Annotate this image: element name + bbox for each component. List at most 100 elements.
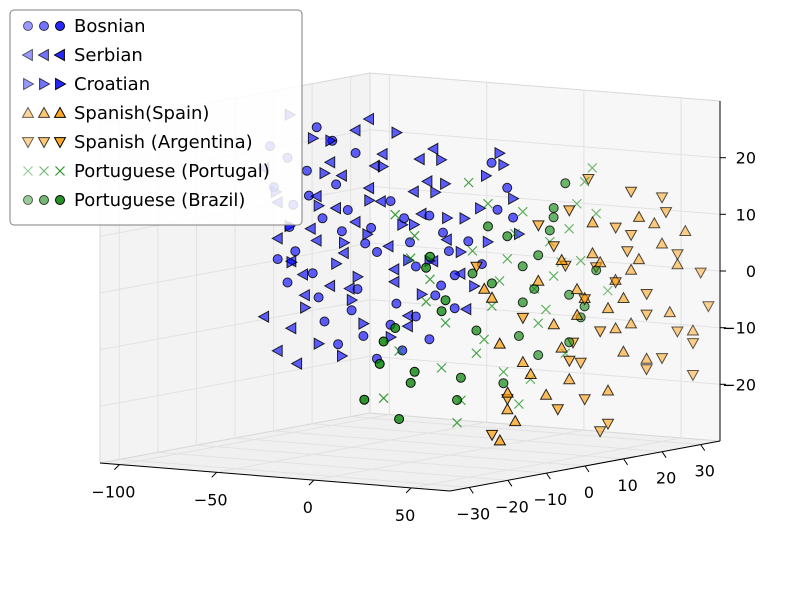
- data-point: [483, 221, 493, 232]
- data-point: [271, 232, 283, 245]
- data-point: [540, 304, 551, 315]
- data-point: [337, 349, 349, 363]
- data-point: [508, 414, 522, 427]
- data-point: [440, 295, 451, 306]
- data-point: [405, 253, 416, 264]
- data-point: [678, 224, 692, 236]
- data-point: [593, 255, 607, 268]
- data-point: [570, 308, 584, 320]
- y-gridline-floor: [234, 437, 586, 467]
- data-point: [346, 305, 357, 316]
- legend-item: Spanish (Argentina): [21, 132, 253, 153]
- data-point: [364, 194, 376, 207]
- y-gridline-floor: [157, 451, 508, 481]
- data-point: [390, 209, 401, 220]
- legend-item: Spanish(Spain): [21, 103, 209, 124]
- data-point: [492, 204, 503, 215]
- y-tick-mark: [661, 451, 667, 458]
- legend-marker: [21, 48, 33, 62]
- data-point: [582, 174, 595, 186]
- data-point: [486, 301, 497, 311]
- data-point: [455, 372, 466, 383]
- z-gridline-back: [369, 129, 721, 159]
- data-point: [284, 321, 297, 335]
- data-point: [694, 267, 708, 280]
- y-gridline-floor: [312, 423, 663, 453]
- data-point: [617, 345, 630, 357]
- legend-marker: [55, 77, 67, 91]
- data-point: [513, 331, 524, 341]
- y-gridline-floor: [196, 444, 547, 474]
- data-point: [453, 267, 466, 281]
- data-point: [350, 148, 361, 158]
- data-point: [467, 268, 478, 279]
- data-point: [387, 275, 400, 289]
- data-point: [486, 157, 497, 168]
- data-point: [532, 220, 545, 232]
- data-point: [385, 330, 398, 344]
- data-point: [331, 179, 342, 190]
- data-point: [544, 225, 555, 236]
- data-point: [319, 166, 331, 180]
- data-point: [443, 246, 454, 257]
- data-point: [377, 160, 390, 173]
- data-point: [449, 270, 460, 281]
- data-point: [358, 331, 369, 341]
- data-point: [366, 222, 377, 233]
- data-point: [578, 394, 592, 406]
- data-point: [301, 165, 312, 176]
- data-point: [501, 402, 514, 415]
- z-gridline-side: [99, 299, 371, 351]
- data-point: [391, 126, 403, 139]
- data-point: [424, 210, 435, 221]
- data-point: [533, 318, 544, 329]
- data-point: [494, 146, 506, 160]
- y-tick-mark: [468, 487, 474, 494]
- data-point: [539, 388, 553, 400]
- data-point: [463, 177, 474, 188]
- legend-marker: [37, 106, 51, 118]
- data-point: [533, 350, 544, 361]
- data-point: [562, 372, 576, 385]
- data-point: [343, 282, 355, 295]
- x-tick-label: 50: [395, 506, 415, 525]
- z-tick-label: −10: [722, 319, 756, 338]
- data-point: [319, 316, 330, 327]
- data-point: [547, 241, 561, 253]
- data-point: [602, 285, 613, 296]
- legend-marker: [21, 137, 35, 149]
- data-point: [659, 207, 673, 219]
- y-tick-label: 20: [656, 469, 676, 488]
- data-point: [346, 293, 359, 307]
- data-point: [409, 218, 421, 231]
- data-point: [516, 312, 530, 325]
- data-point: [640, 364, 653, 376]
- x-tick-mark: [405, 487, 412, 494]
- legend-marker: [53, 48, 65, 62]
- legend-marker: [55, 195, 65, 205]
- data-point: [323, 155, 336, 169]
- data-point: [378, 393, 389, 404]
- data-point: [376, 147, 388, 161]
- data-point: [617, 291, 630, 303]
- data-point: [579, 176, 590, 187]
- data-point: [374, 358, 385, 369]
- data-point: [640, 309, 653, 322]
- data-point: [624, 263, 638, 275]
- data-point: [358, 317, 370, 330]
- legend-marker: [37, 48, 49, 62]
- y-tick-label: 10: [617, 476, 637, 495]
- data-point: [391, 298, 402, 309]
- data-point: [524, 367, 538, 379]
- data-point: [425, 274, 435, 285]
- data-point: [311, 122, 322, 133]
- data-point: [640, 352, 653, 364]
- data-point: [449, 303, 460, 314]
- legend-marker: [39, 21, 49, 31]
- data-point: [513, 399, 524, 409]
- legend-item: Portuguese (Brazil): [23, 190, 245, 211]
- data-point: [333, 339, 344, 350]
- data-point: [455, 245, 468, 259]
